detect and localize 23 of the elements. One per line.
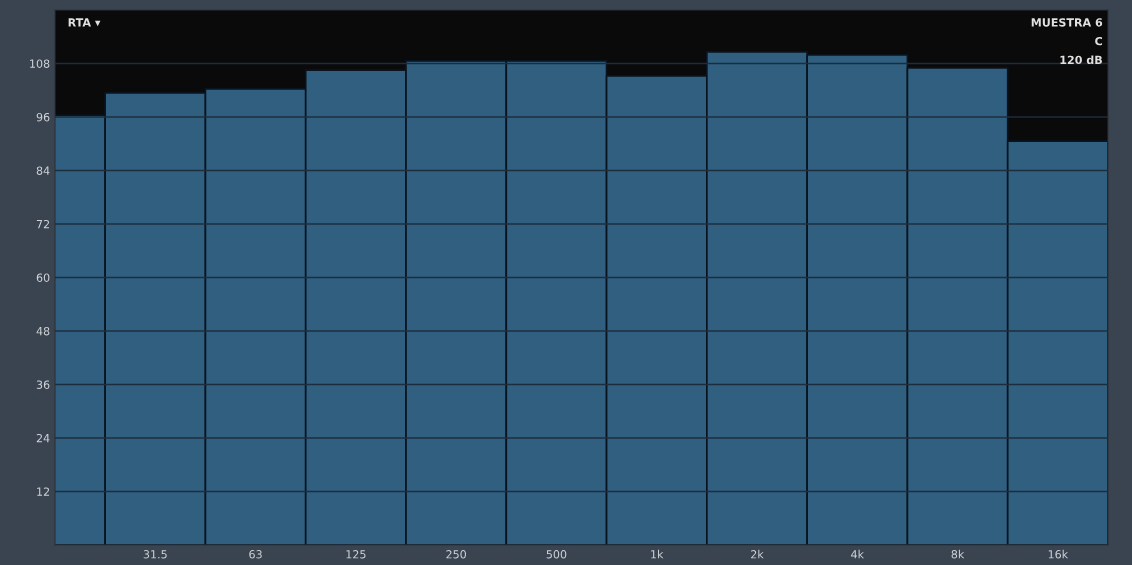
x-tick-label: 2k [751, 549, 764, 559]
x-tick-label: 31.5 [143, 550, 167, 559]
y-tick-label: 36 [36, 380, 50, 389]
annotation: RTA ▾ [68, 18, 101, 27]
y-tick-label: 12 [37, 487, 50, 496]
annotation: C [1095, 36, 1103, 46]
x-tick-label: 16k [1048, 549, 1069, 559]
y-tick-label: 24 [36, 433, 50, 443]
y-tick-label: 72 [36, 219, 50, 229]
x-tick-label: 1k [651, 549, 664, 559]
y-tick-label: 108 [30, 59, 50, 68]
x-tick-label: 125 [346, 550, 366, 559]
y-tick-label: 60 [36, 273, 50, 282]
y-tick-label: 84 [36, 166, 50, 175]
x-tick-label: 63 [249, 550, 262, 559]
annotation: MUESTRA 6 [1031, 18, 1103, 27]
x-tick-label: 4k [851, 549, 865, 559]
annotation: 120 dB [1060, 55, 1102, 65]
y-tick-label: 48 [36, 326, 50, 336]
x-tick-label: 250 [446, 550, 467, 559]
x-tick-label: 8k [951, 549, 965, 559]
y-tick-label: 96 [36, 112, 50, 122]
x-tick-label: 500 [546, 550, 567, 559]
